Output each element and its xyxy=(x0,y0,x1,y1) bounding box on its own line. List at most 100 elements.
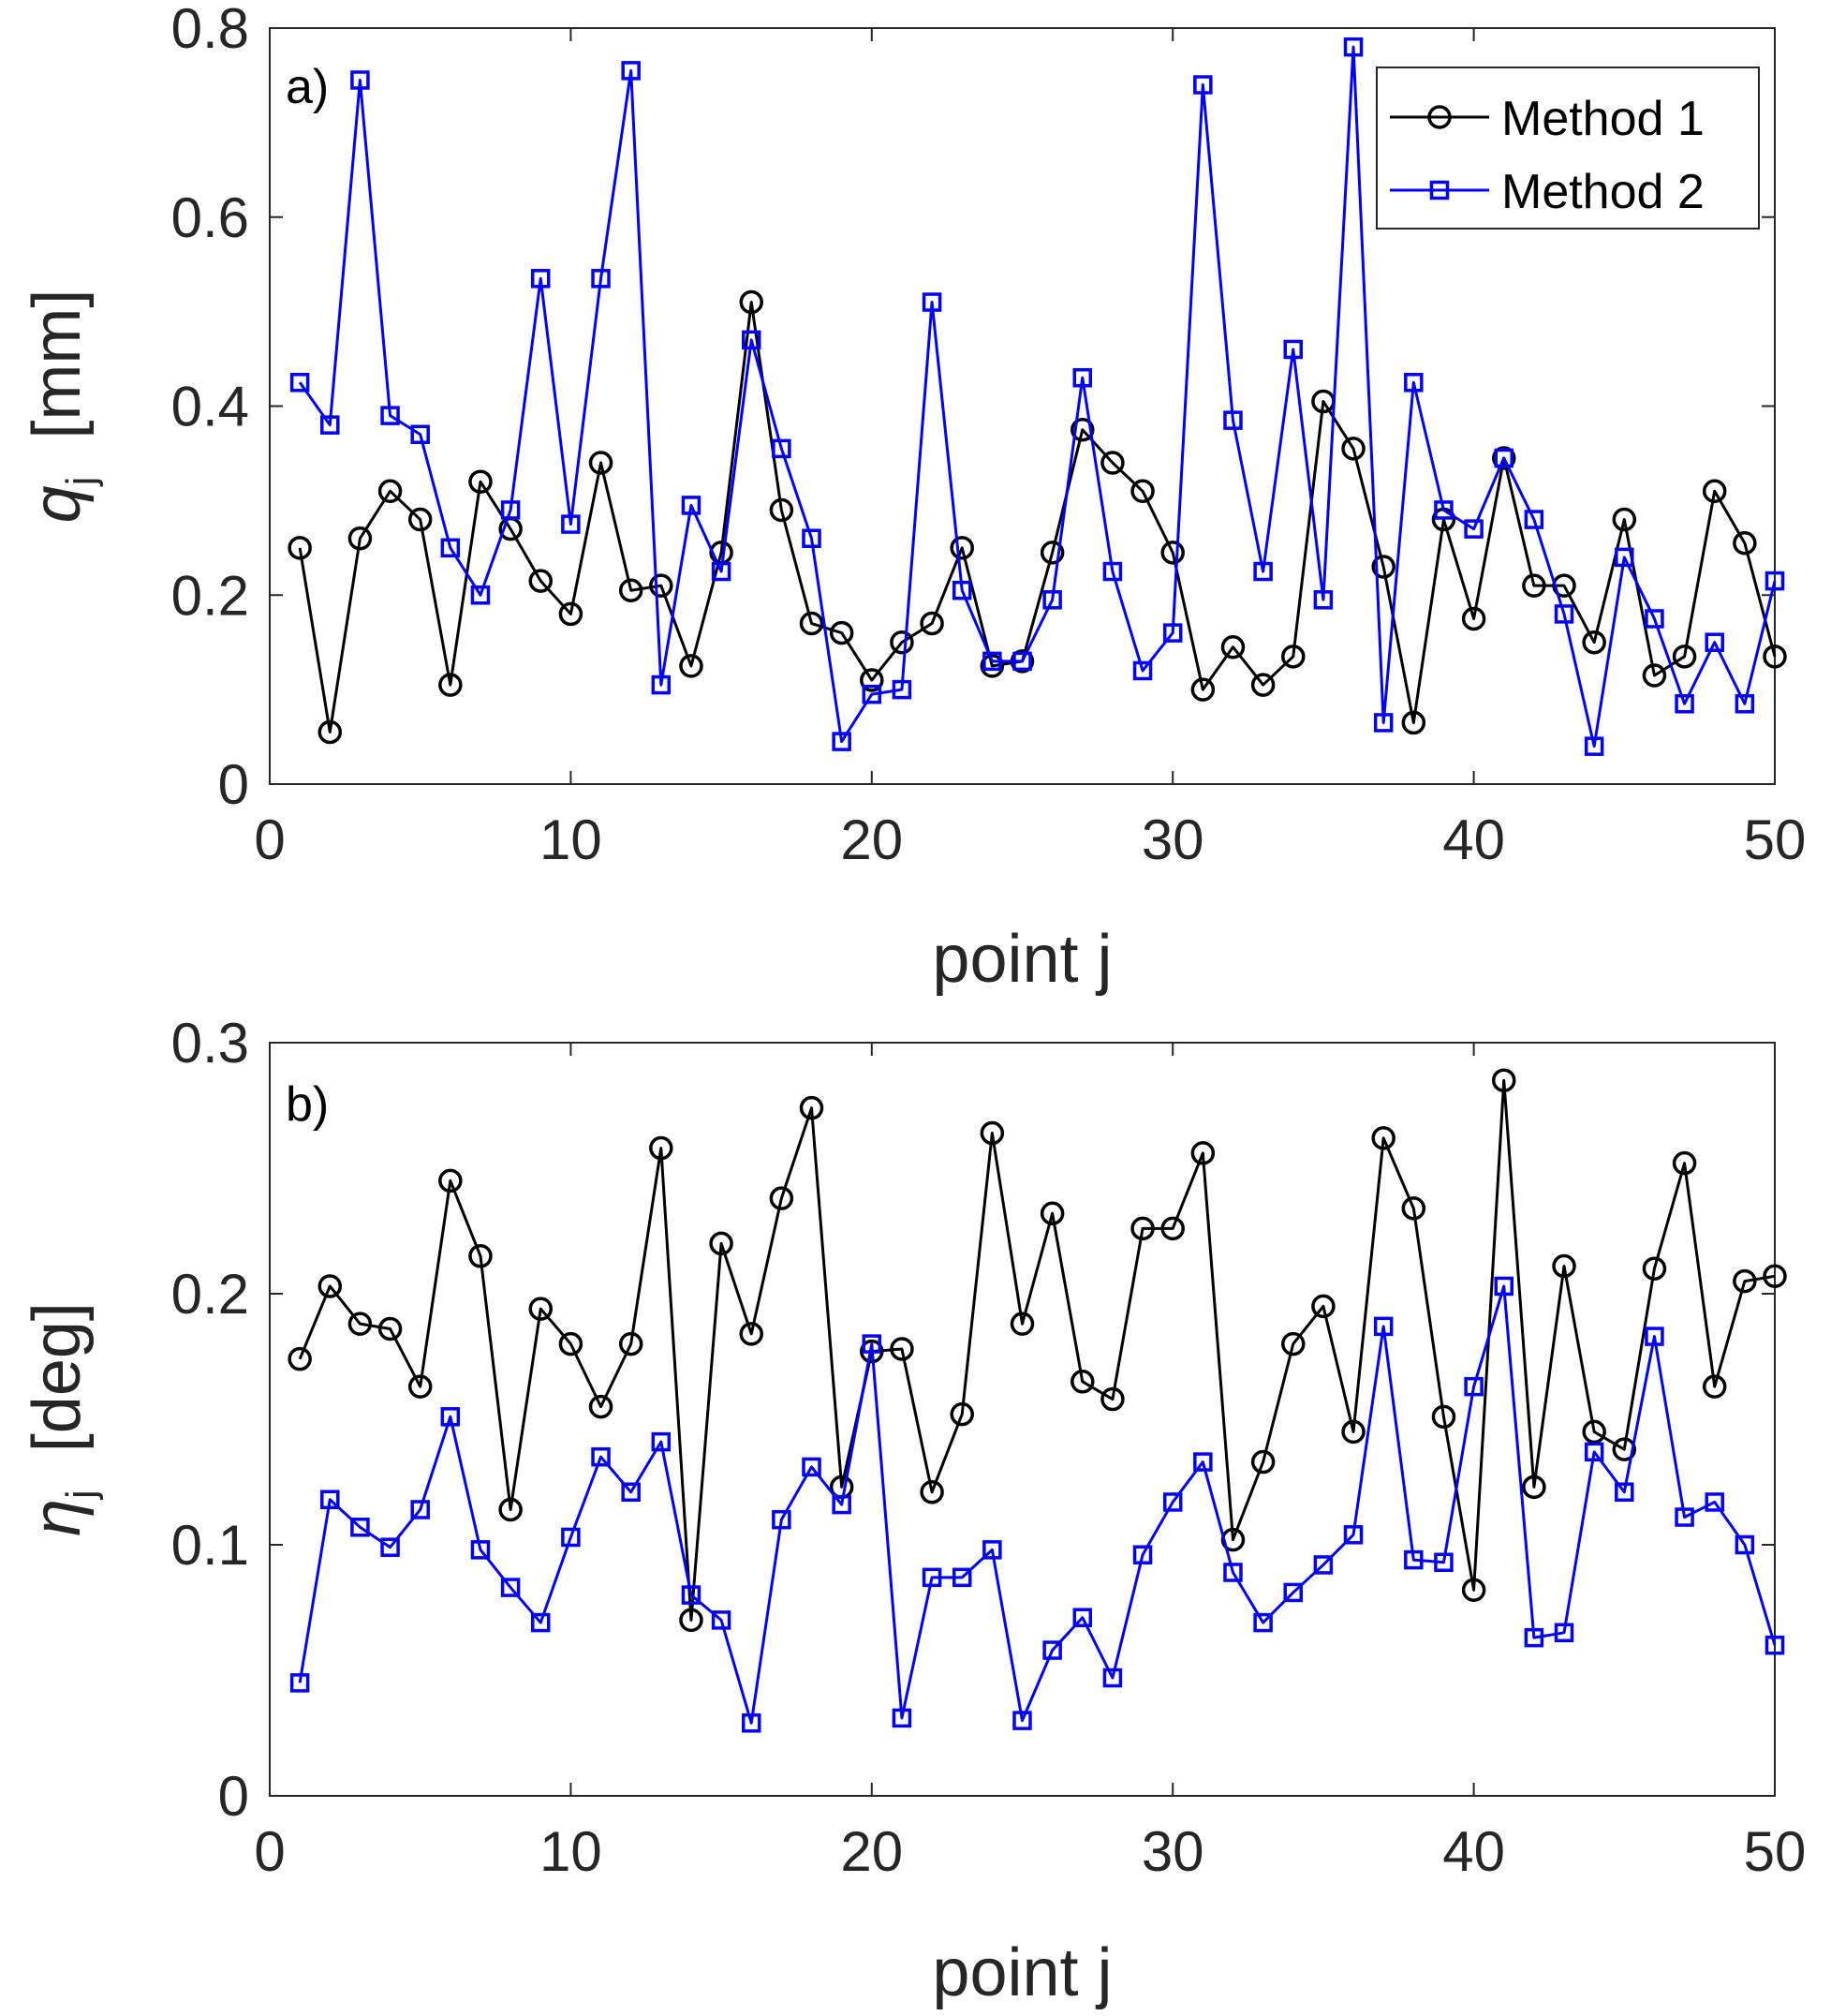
legend-marker-square xyxy=(1429,180,1450,200)
data-point-circle xyxy=(829,620,854,645)
data-point-square xyxy=(711,561,731,582)
data-point-square xyxy=(440,1407,461,1427)
data-point-square xyxy=(772,438,791,459)
data-point-square xyxy=(531,269,551,289)
x-tick-label: 40 xyxy=(1442,1820,1505,1883)
data-point-circle xyxy=(860,1339,884,1364)
data-point-square xyxy=(380,406,400,425)
data-point-square xyxy=(741,1713,761,1733)
y-axis-label: qj [mm] xyxy=(20,289,104,524)
data-point-square xyxy=(621,1482,641,1502)
data-point-square xyxy=(862,684,882,704)
data-point-square xyxy=(1313,1555,1334,1575)
data-point-circle xyxy=(950,536,974,560)
data-point-circle xyxy=(468,1244,493,1268)
data-point-square xyxy=(1494,448,1514,468)
data-point-square xyxy=(1554,1623,1574,1643)
data-point-circle xyxy=(618,1331,643,1356)
data-point-circle xyxy=(679,1608,703,1633)
data-point-square xyxy=(1675,694,1694,714)
data-point-square xyxy=(1343,37,1364,57)
data-point-square xyxy=(1012,1711,1032,1730)
x-tick-label: 30 xyxy=(1142,808,1204,871)
data-point-square xyxy=(470,1540,491,1560)
panel-label: a) xyxy=(286,60,329,114)
series-line xyxy=(298,301,1777,734)
y-tick-label: 0.2 xyxy=(171,564,249,627)
data-point-square xyxy=(681,496,701,515)
data-point-circle xyxy=(920,1479,944,1505)
data-point-square xyxy=(1343,1525,1364,1545)
data-point-square xyxy=(922,292,942,312)
data-point-circle xyxy=(1190,1141,1216,1165)
data-point-square xyxy=(1162,623,1183,643)
data-point-square xyxy=(320,1490,340,1510)
data-point-square xyxy=(1283,339,1304,360)
legend: Method 1 Method 2 xyxy=(1376,67,1760,230)
data-point-square xyxy=(1494,1276,1514,1297)
data-point-circle xyxy=(679,654,703,678)
data-point-circle xyxy=(950,1401,974,1427)
data-point-square xyxy=(1042,590,1062,610)
y-axis-unit: [mm] xyxy=(20,289,95,477)
data-point-circle xyxy=(649,1135,673,1161)
legend-box xyxy=(1376,67,1760,230)
data-point-square xyxy=(500,500,521,520)
data-point-circle xyxy=(1100,451,1125,475)
data-point-circle xyxy=(1763,1264,1787,1288)
data-point-circle xyxy=(1160,541,1185,565)
data-point-square xyxy=(982,1540,1002,1560)
data-point-circle xyxy=(347,526,373,551)
data-point-square xyxy=(651,674,672,695)
data-point-square xyxy=(440,538,461,558)
series-method-2 xyxy=(289,37,1785,756)
data-point-circle xyxy=(1582,1419,1606,1445)
series-method-2 xyxy=(289,1276,1785,1733)
data-point-square xyxy=(289,373,310,393)
data-point-circle xyxy=(1071,417,1095,442)
data-point-square xyxy=(952,1567,972,1588)
x-tick-label: 30 xyxy=(1142,1820,1204,1883)
data-point-square xyxy=(802,528,821,548)
data-point-square xyxy=(1675,1507,1694,1527)
data-point-square xyxy=(1072,1608,1093,1627)
data-point-circle xyxy=(799,611,824,636)
data-point-square xyxy=(1253,561,1273,582)
data-point-square xyxy=(772,1509,791,1530)
data-point-circle xyxy=(1461,1578,1486,1602)
data-point-square xyxy=(1524,510,1544,529)
data-point-circle xyxy=(1160,1216,1185,1241)
series-line xyxy=(298,1078,1776,1622)
data-point-square xyxy=(1524,1627,1544,1648)
data-point-circle xyxy=(1491,446,1516,470)
data-point-circle xyxy=(468,469,493,494)
data-point-square xyxy=(832,732,851,751)
data-point-square xyxy=(982,651,1002,672)
data-point-circle xyxy=(1491,1068,1516,1092)
legend-label: Method 2 xyxy=(1501,165,1705,219)
data-point-circle xyxy=(1461,606,1486,631)
data-point-circle xyxy=(1010,1312,1035,1336)
data-point-circle xyxy=(1401,710,1426,735)
data-point-circle xyxy=(347,1312,373,1336)
data-point-square xyxy=(802,1457,821,1477)
x-tick-label: 10 xyxy=(539,808,602,871)
data-point-circle xyxy=(860,668,884,692)
data-point-square xyxy=(1102,561,1123,582)
data-point-circle xyxy=(1341,1419,1366,1445)
data-point-square xyxy=(1735,694,1755,714)
data-point-circle xyxy=(1341,437,1366,461)
data-point-circle xyxy=(377,1316,403,1342)
data-point-circle xyxy=(407,507,433,532)
data-point-square xyxy=(410,424,430,445)
data-point-square xyxy=(1584,736,1604,756)
data-point-circle xyxy=(1281,645,1306,669)
data-point-circle xyxy=(588,451,613,475)
data-point-square xyxy=(1132,660,1153,681)
x-tick-label: 10 xyxy=(539,1820,602,1883)
data-point-square xyxy=(1132,1545,1153,1564)
data-point-circle xyxy=(1612,1437,1637,1461)
data-point-circle xyxy=(769,497,794,523)
data-point-square xyxy=(289,1673,310,1693)
